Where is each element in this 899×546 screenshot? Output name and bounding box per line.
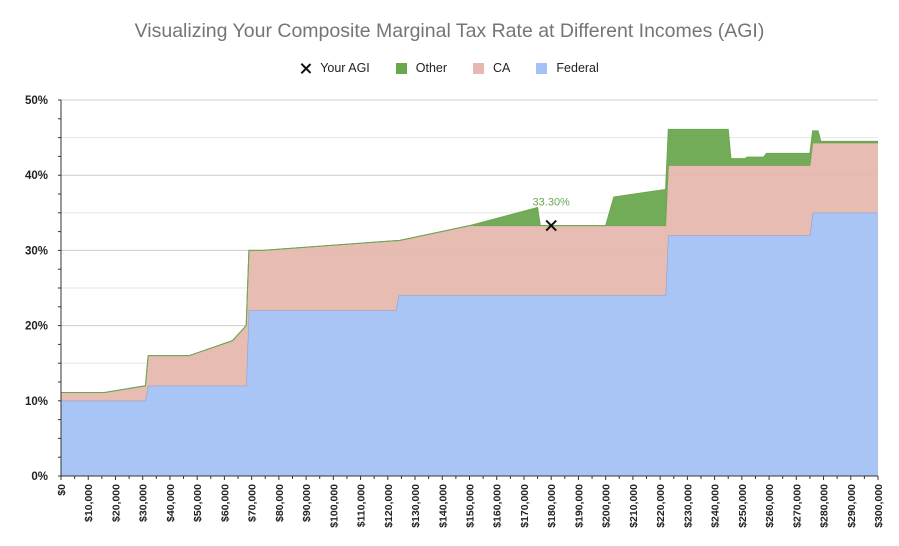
x-tick-label: $50,000 — [192, 484, 204, 522]
x-tick-label: $230,000 — [682, 484, 694, 528]
y-tick-label: 0% — [31, 471, 48, 483]
x-tick-label: $70,000 — [247, 484, 259, 522]
x-tick-label: $140,000 — [437, 484, 449, 528]
y-tick-label: 10% — [25, 396, 48, 408]
x-tick-label: $120,000 — [383, 484, 395, 528]
your-agi-data-label: 33.30% — [533, 197, 571, 209]
x-tick-label: $280,000 — [819, 484, 831, 528]
y-tick-label: 20% — [25, 321, 48, 333]
x-tick-label: $40,000 — [165, 484, 177, 522]
legend-label: Your AGI — [320, 61, 370, 75]
x-tick-label: $130,000 — [410, 484, 422, 528]
x-tick-label: $170,000 — [519, 484, 531, 528]
x-tick-label: $30,000 — [138, 484, 150, 522]
x-tick-label: $220,000 — [655, 484, 667, 528]
x-tick-label: $10,000 — [83, 484, 95, 522]
legend-swatch-federal — [536, 62, 548, 74]
x-tick-label: $60,000 — [219, 484, 231, 522]
legend-swatch-ca — [473, 62, 485, 74]
legend: Your AGI Other CA Federal — [0, 61, 899, 75]
x-tick-label: $290,000 — [846, 484, 858, 528]
legend-item-other[interactable]: Other — [395, 61, 448, 75]
y-tick-label: 40% — [25, 170, 48, 182]
x-tick-label: $160,000 — [492, 484, 504, 528]
x-tick-label: $260,000 — [764, 484, 776, 528]
chart-title: Visualizing Your Composite Marginal Tax … — [134, 20, 765, 42]
x-tick-label: $180,000 — [546, 484, 558, 528]
legend-label: CA — [493, 61, 511, 75]
area-ca — [61, 142, 878, 401]
x-tick-label: $110,000 — [356, 484, 368, 527]
x-tick-label: $210,000 — [628, 484, 640, 528]
x-tick-label: $80,000 — [274, 484, 286, 522]
x-tick-label: $20,000 — [110, 484, 122, 522]
x-tick-label: $300,000 — [873, 484, 885, 528]
series-line-other — [61, 128, 878, 394]
your-agi-marker — [545, 219, 557, 232]
legend-item-ca[interactable]: CA — [473, 61, 510, 75]
x-tick-label: $240,000 — [710, 484, 722, 528]
legend-item-federal[interactable]: Federal — [536, 61, 599, 75]
legend-swatch-other — [395, 62, 407, 74]
x-tick-label: $190,000 — [573, 484, 585, 528]
x-tick-label: $0 — [56, 484, 68, 496]
x-tick-label: $250,000 — [737, 484, 749, 528]
legend-label: Other — [415, 61, 448, 75]
x-tick-label: $100,000 — [328, 484, 340, 528]
y-tick-label: 50% — [25, 95, 48, 107]
x-tick-label: $270,000 — [791, 484, 803, 528]
x-tick-label: $200,000 — [601, 484, 613, 528]
legend-item-your-agi[interactable]: Your AGI — [300, 61, 370, 75]
area-other — [61, 129, 878, 393]
x-tick-label: $150,000 — [465, 484, 477, 528]
y-tick-label: 30% — [25, 245, 48, 257]
legend-label: Federal — [556, 61, 599, 75]
area-federal — [61, 212, 878, 477]
x-tick-label: $90,000 — [301, 484, 313, 522]
